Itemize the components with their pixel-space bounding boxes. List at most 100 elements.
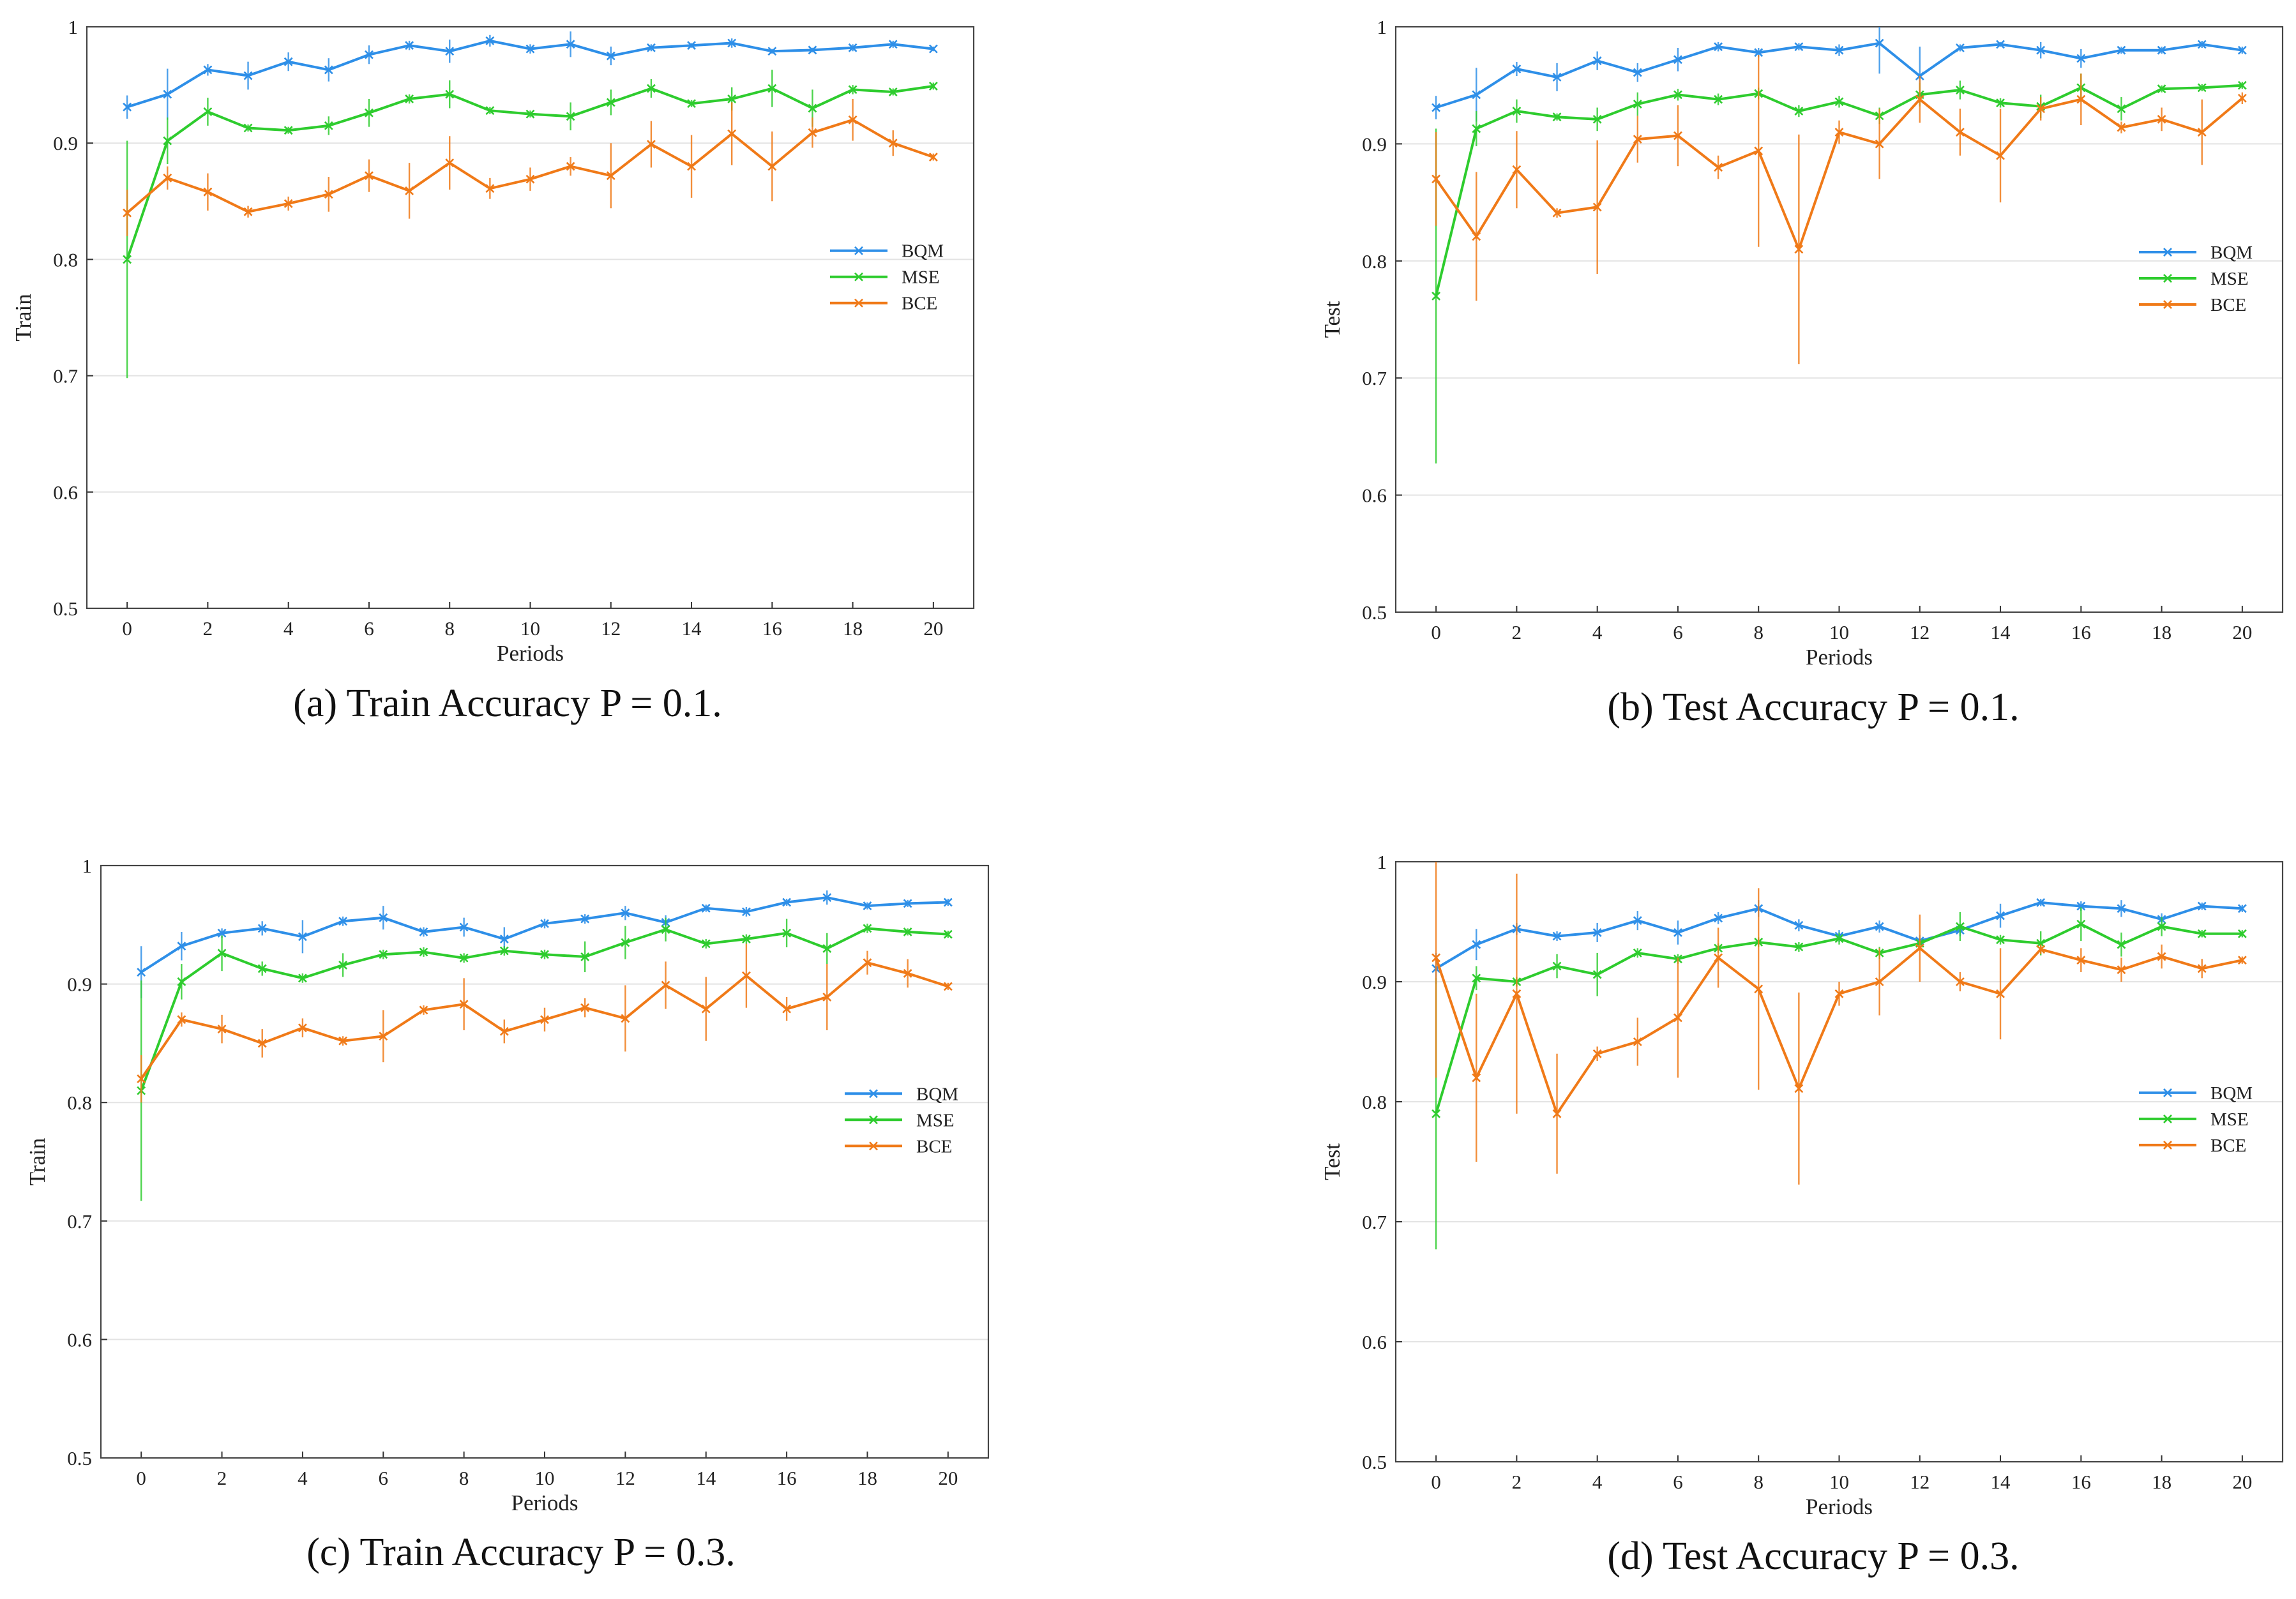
x-tick-label: 2	[1512, 1471, 1522, 1493]
data-point	[741, 907, 751, 917]
caption-tag: (a)	[293, 682, 346, 725]
data-point	[687, 99, 696, 109]
data-point	[298, 932, 307, 942]
data-point	[1875, 139, 1884, 149]
data-point	[405, 186, 414, 195]
data-point	[2237, 80, 2247, 90]
x-tick-label: 12	[1910, 1471, 1930, 1493]
y-tick-label: 0.7	[1362, 1211, 1387, 1233]
data-point	[2157, 45, 2166, 55]
data-point	[2117, 904, 2126, 913]
data-point	[2237, 956, 2247, 965]
data-point	[1592, 1049, 1602, 1058]
data-point	[888, 139, 898, 148]
data-point	[2237, 929, 2247, 938]
x-tick-label: 16	[777, 1467, 797, 1489]
data-point	[808, 45, 817, 55]
data-point	[163, 136, 172, 146]
data-point	[445, 158, 455, 168]
series-bqm	[123, 31, 938, 120]
data-point	[1633, 100, 1642, 109]
data-point	[1955, 922, 1965, 931]
y-tick-label: 0.8	[1362, 1091, 1387, 1113]
data-point	[943, 929, 953, 939]
data-point	[217, 1025, 227, 1034]
data-point	[606, 171, 616, 181]
data-point	[1633, 135, 1642, 144]
data-point	[2197, 964, 2207, 973]
data-point	[2197, 929, 2207, 938]
plot-frame	[100, 864, 990, 1459]
x-axis-label: Periods	[511, 1490, 578, 1515]
data-point	[741, 971, 751, 980]
series-mse	[123, 70, 938, 379]
data-point	[137, 1074, 146, 1083]
x-tick-label: 12	[616, 1467, 635, 1489]
data-point	[1431, 103, 1441, 112]
legend-label: BCE	[902, 294, 937, 314]
data-point	[767, 161, 777, 171]
y-tick-label: 1	[1377, 16, 1387, 38]
data-point	[2237, 904, 2247, 913]
series-mse	[1431, 907, 2247, 1250]
panel-a: 0.50.60.70.80.910 2 4 6 8 10 12 14 16 18 20Periods…	[11, 16, 975, 725]
data-point	[2036, 898, 2046, 907]
data-point	[203, 65, 213, 75]
caption-text: Train Accuracy P = 0.3.	[359, 1531, 735, 1574]
data-point	[1955, 86, 1965, 94]
x-tick-label: 14	[682, 617, 702, 640]
caption-text: Train Accuracy P = 0.1.	[346, 682, 721, 725]
data-point	[621, 938, 630, 947]
data-point	[445, 47, 455, 56]
data-point	[848, 115, 857, 124]
x-tick-label: 18	[857, 1467, 877, 1489]
legend-label: BQM	[2210, 243, 2253, 263]
x-tick-label: 20	[2232, 621, 2252, 643]
data-point	[2076, 54, 2086, 63]
series-bqm	[1431, 27, 2247, 122]
data-point	[243, 71, 253, 80]
y-axis-label: Train	[25, 1138, 50, 1186]
data-point	[2117, 45, 2126, 55]
y-tick-label: 0.9	[53, 132, 78, 154]
data-point	[2117, 965, 2126, 975]
series-bce	[1431, 55, 2247, 364]
x-tick-label: 4	[1592, 621, 1603, 643]
data-point	[1552, 112, 1562, 122]
data-point	[767, 47, 777, 56]
data-point	[2157, 84, 2166, 94]
data-point	[1834, 45, 1844, 55]
x-axis-label: Periods	[497, 641, 564, 666]
y-tick-label: 1	[82, 855, 93, 877]
data-point	[1472, 232, 1481, 241]
legend-label: BQM	[2210, 1083, 2253, 1104]
data-point	[1472, 1073, 1481, 1083]
data-point	[338, 1036, 348, 1046]
data-point	[888, 87, 898, 96]
data-point	[1794, 107, 1804, 116]
data-point	[1996, 151, 2005, 160]
data-point	[163, 89, 172, 99]
x-tick-label: 20	[938, 1467, 958, 1489]
data-point	[419, 1005, 428, 1015]
data-point	[1431, 291, 1441, 301]
y-axis-label: Test	[1320, 1143, 1345, 1180]
data-point	[1431, 953, 1441, 963]
data-point	[727, 94, 737, 103]
data-point	[324, 65, 333, 75]
data-point	[903, 927, 912, 936]
data-point	[1714, 42, 1723, 52]
data-point	[365, 50, 374, 59]
data-point	[257, 924, 267, 933]
data-point	[1714, 913, 1723, 923]
data-point	[1633, 1037, 1642, 1046]
panel-c: 0.50.60.70.80.910 2 4 6 8 10 12 14 16 18 20Periods…	[25, 855, 990, 1574]
legend-label: MSE	[2210, 269, 2249, 289]
data-point	[1633, 68, 1642, 77]
x-tick-label: 18	[2152, 621, 2171, 643]
y-tick-label: 0.7	[67, 1210, 92, 1233]
plot-frame	[1394, 26, 2284, 613]
y-tick-label: 0.8	[53, 248, 78, 271]
series-bce	[137, 943, 953, 1103]
